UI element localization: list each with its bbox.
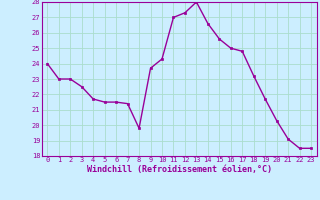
X-axis label: Windchill (Refroidissement éolien,°C): Windchill (Refroidissement éolien,°C) — [87, 165, 272, 174]
